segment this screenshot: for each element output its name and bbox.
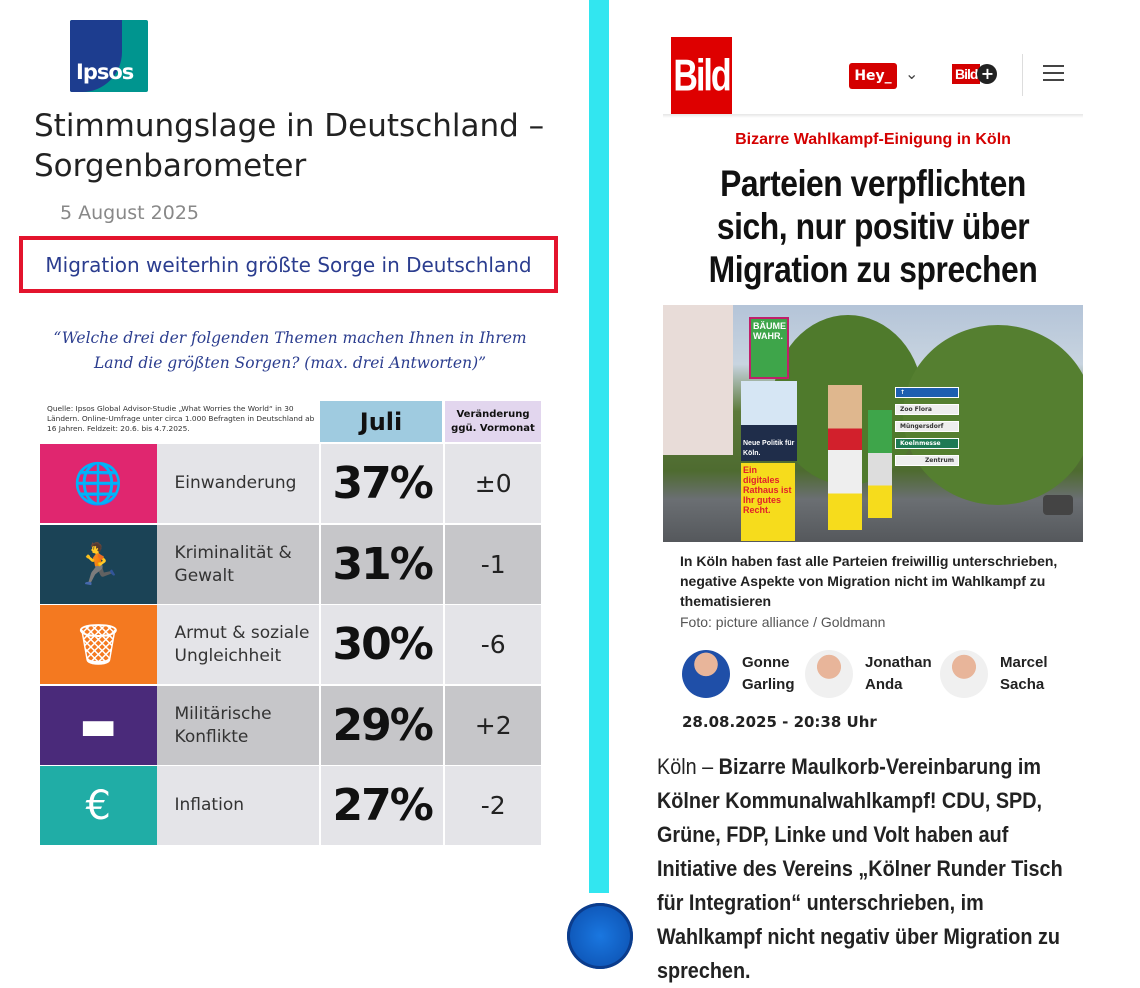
poster-spd — [828, 385, 862, 530]
ipsos-logo: Ipsos — [70, 20, 148, 92]
bild-logo[interactable]: Bild — [671, 37, 732, 115]
row-percent: 27% — [320, 766, 444, 845]
poster-small — [868, 410, 892, 518]
article-timestamp: 28.08.2025 - 20:38 Uhr — [682, 713, 877, 731]
sign-messe: Koelnmesse — [895, 438, 959, 449]
bildplus-button[interactable]: Bild + — [952, 64, 998, 84]
plus-icon: + — [977, 64, 998, 84]
bildplus-label: Bild — [952, 64, 981, 84]
row-change: -2 — [445, 766, 541, 845]
row-label: Kriminalität & Gewalt — [156, 525, 319, 604]
poster-cdu: Neue Politik für Köln. — [741, 381, 797, 461]
table-row: ▬ Militärische Konflikte 29% +2 — [40, 686, 541, 765]
article-headline: Parteien verpflichten sich, nur positiv … — [708, 163, 1038, 290]
article-kicker: Bizarre Wahlkampf-Einigung in Köln — [735, 131, 1011, 148]
table-row: 🏃 Kriminalität & Gewalt 31% -1 — [40, 525, 541, 604]
chevron-down-icon[interactable]: ⌄ — [905, 64, 919, 83]
article-photo: BÄUME WAHR. Neue Politik für Köln. Ein d… — [663, 305, 1083, 542]
ipsos-logo-text: Ipsos — [76, 60, 134, 84]
author-first: Marcel — [1000, 654, 1048, 671]
row-percent: 37% — [320, 444, 444, 523]
survey-question: “Welche drei der folgenden Themen machen… — [53, 329, 527, 372]
author-last: Sacha — [1000, 676, 1045, 693]
photo-caption: In Köln haben fast alle Parteien freiwil… — [680, 553, 1058, 609]
author-first: Jonathan — [865, 654, 932, 671]
row-percent: 30% — [320, 605, 444, 684]
row-change: +2 — [445, 686, 541, 765]
body-place: Köln – — [657, 754, 719, 779]
author-last: Anda — [865, 676, 903, 693]
euro-down-icon: € — [40, 766, 157, 845]
publish-date: 5 August 2025 — [60, 202, 200, 224]
avatar — [682, 650, 730, 698]
author-gonne-garling[interactable]: Gonne Garling — [682, 650, 795, 698]
highlight-text: Migration weiterhin größte Sorge in Deut… — [45, 252, 532, 277]
table-row: 🗑 Armut & soziale Ungleichheit 30% -6 — [40, 605, 541, 684]
avatar — [940, 650, 988, 698]
hey-button[interactable]: Hey_ — [849, 63, 897, 89]
source-note: Quelle: Ipsos Global Advisor-Studie „Wha… — [47, 404, 315, 433]
author-first: Gonne — [742, 654, 790, 671]
author-jonathan-anda[interactable]: Jonathan Anda — [805, 650, 932, 698]
article-body: Köln – Bizarre Maulkorb-Vereinbarung im … — [657, 750, 1080, 988]
building — [663, 305, 733, 455]
row-change: ±0 — [445, 444, 541, 523]
row-label: Militärische Konflikte — [156, 686, 319, 765]
row-percent: 31% — [320, 525, 444, 604]
sign-zoo: Zoo Flora — [895, 404, 959, 415]
row-label: Armut & soziale Ungleichheit — [156, 605, 319, 684]
hamburger-menu-icon[interactable] — [1043, 65, 1064, 86]
author-marcel-sacha[interactable]: Marcel Sacha — [940, 650, 1048, 698]
poster-green: BÄUME WAHR. — [749, 317, 789, 379]
column-header-change: Veränderung ggü. Vormonat — [445, 401, 541, 442]
table-row: € Inflation 27% -2 — [40, 766, 541, 845]
tank-icon: ▬ — [40, 686, 157, 765]
scroll-handle[interactable] — [567, 903, 633, 969]
thief-icon: 🏃 — [40, 525, 157, 604]
avatar — [805, 650, 853, 698]
row-label: Einwanderung — [156, 444, 319, 523]
globe-people-icon: 🌐 — [40, 444, 157, 523]
header-shadow — [663, 114, 1083, 118]
row-percent: 29% — [320, 686, 444, 765]
divider-bar — [589, 0, 609, 893]
row-change: -6 — [445, 605, 541, 684]
sign-muengersdorf: Müngersdorf — [895, 421, 959, 432]
row-change: -1 — [445, 525, 541, 604]
photo-credit: Foto: picture alliance / Goldmann — [680, 614, 886, 630]
author-last: Garling — [742, 676, 795, 693]
page-title: Stimmungslage in Deutschland – Sorgenbar… — [34, 108, 545, 184]
table-row: 🌐 Einwanderung 37% ±0 — [40, 444, 541, 523]
column-header-month: Juli — [320, 401, 442, 442]
row-label: Inflation — [156, 766, 319, 845]
body-lead: Bizarre Maulkorb-Vereinbarung im Kölner … — [657, 754, 1063, 983]
car — [1043, 495, 1073, 515]
poster-yellow: Ein digitales Rathaus ist Ihr gutes Rech… — [741, 463, 795, 541]
sign-zentrum: Zentrum — [895, 455, 959, 466]
highlight-box: Migration weiterhin größte Sorge in Deut… — [19, 236, 558, 293]
poverty-trash-icon: 🗑 — [40, 605, 157, 684]
header-divider — [1022, 54, 1023, 96]
